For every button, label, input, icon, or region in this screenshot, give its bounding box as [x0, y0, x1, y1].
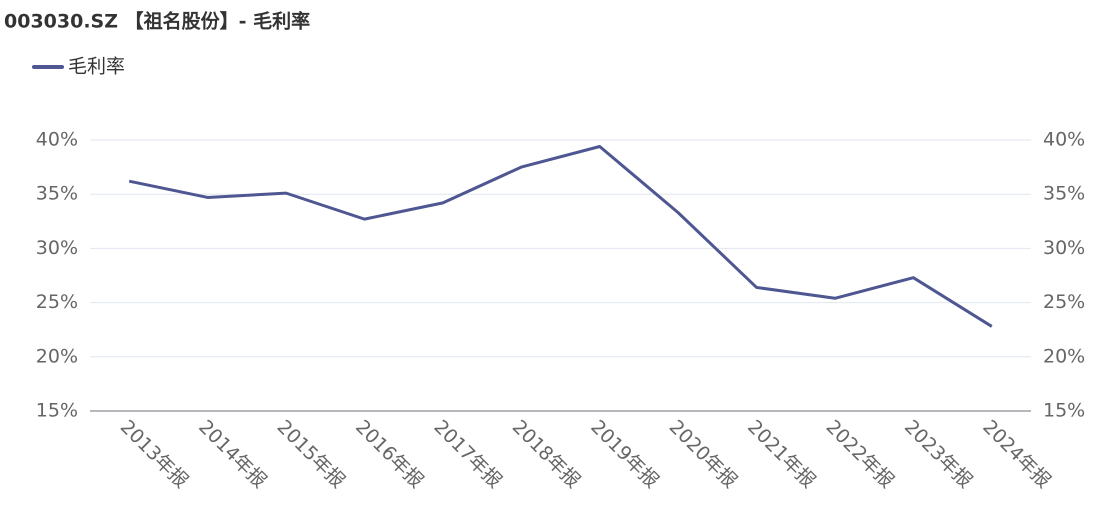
x-tick-label: 2021年报	[743, 416, 820, 493]
chart-title: 003030.SZ 【祖名股份】- 毛利率	[4, 10, 310, 33]
y2-tick-label: 25%	[1043, 291, 1085, 313]
x-tick-label: 2024年报	[978, 416, 1055, 493]
y-tick-label: 30%	[36, 237, 78, 259]
x-tick-label: 2018年报	[508, 416, 585, 493]
y2-tick-label: 35%	[1043, 183, 1085, 205]
x-tick-label: 2016年报	[351, 416, 428, 493]
x-tick-label: 2013年报	[116, 416, 193, 493]
x-tick-label: 2017年报	[429, 416, 506, 493]
x-tick-label: 2022年报	[822, 416, 899, 493]
legend-label: 毛利率	[68, 56, 125, 78]
x-tick-label: 2020年报	[665, 416, 742, 493]
x-tick-label: 2019年报	[586, 416, 663, 493]
y-tick-label: 25%	[36, 291, 78, 313]
x-tick-label: 2014年报	[194, 416, 271, 493]
y2-tick-label: 20%	[1043, 345, 1085, 367]
y2-tick-label: 30%	[1043, 237, 1085, 259]
y-tick-label: 40%	[36, 129, 78, 151]
x-tick-label: 2015年报	[273, 416, 350, 493]
y-tick-label: 20%	[36, 345, 78, 367]
x-tick-label: 2023年报	[900, 416, 977, 493]
y-tick-label: 35%	[36, 183, 78, 205]
y-tick-label: 15%	[36, 400, 78, 422]
y2-tick-label: 15%	[1043, 400, 1085, 422]
y2-tick-label: 40%	[1043, 129, 1085, 151]
line	[128, 145, 993, 328]
